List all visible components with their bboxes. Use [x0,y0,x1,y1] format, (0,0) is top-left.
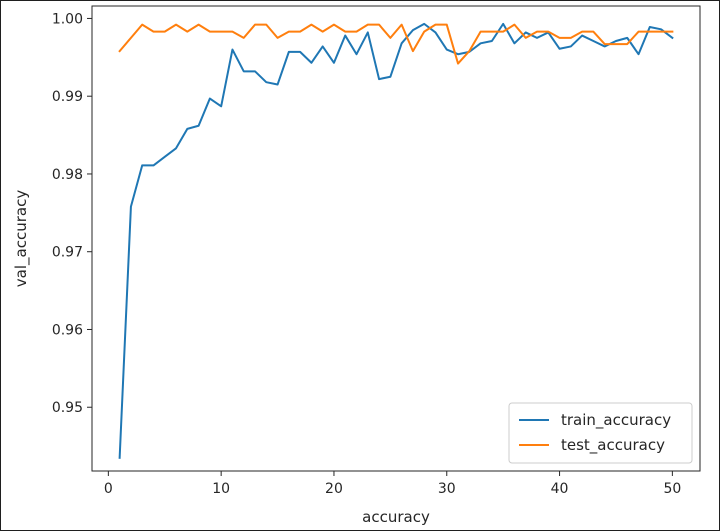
x-tick-label: 40 [551,481,569,497]
y-tick-label: 0.95 [52,400,83,416]
series-line-test-accuracy [118,23,674,65]
legend-label-test-accuracy: test_accuracy [561,436,665,455]
x-axis: 0 10 20 30 40 50 [104,471,681,497]
legend: train_accuracy test_accuracy [508,402,693,464]
series-line-train-accuracy [118,22,674,459]
y-axis-label: val_accuracy [12,190,31,288]
y-tick-label: 0.97 [52,245,83,261]
series-layer [118,22,674,459]
plot-area [91,5,701,472]
legend-box [508,402,693,464]
y-axis: 0.95 0.96 0.97 0.98 0.99 1.00 [52,11,92,416]
x-tick-label: 0 [104,481,113,497]
y-tick-label: 1.00 [52,11,83,27]
x-tick-label: 20 [325,481,343,497]
y-tick-label: 0.99 [52,89,83,105]
x-tick-label: 30 [438,481,456,497]
y-tick-label: 0.98 [52,167,83,183]
y-tick-label: 0.96 [52,322,83,338]
x-axis-label: accuracy [362,508,430,526]
x-tick-label: 50 [663,481,681,497]
x-tick-label: 10 [212,481,230,497]
legend-label-train-accuracy: train_accuracy [561,411,671,430]
